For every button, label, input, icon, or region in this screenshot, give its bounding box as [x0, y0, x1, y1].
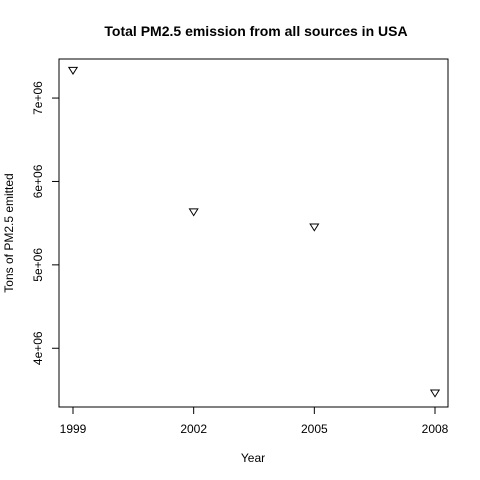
x-axis: 1999 2002 2005 2008: [60, 407, 449, 436]
data-point-2002: [188, 208, 199, 217]
x-tick-label: 2008: [422, 422, 449, 436]
data-point-2005: [309, 223, 320, 232]
plot-frame: [58, 58, 449, 408]
y-tick-label: 7e+06: [31, 81, 45, 115]
data-point-1999: [67, 66, 79, 76]
chart-title: Total PM2.5 emission from all sources in…: [104, 23, 407, 39]
y-tick-label: 6e+06: [31, 164, 45, 198]
data-point-2008: [429, 389, 441, 398]
y-tick-label: 5e+06: [31, 248, 45, 282]
y-axis: 4e+06 5e+06 6e+06 7e+06: [31, 81, 59, 365]
data-points: [67, 66, 441, 398]
y-axis-label: Tons of PM2.5 emitted: [2, 173, 16, 292]
x-tick-label: 2002: [180, 422, 207, 436]
x-tick-label: 1999: [60, 422, 87, 436]
x-axis-label: Year: [241, 451, 265, 465]
x-tick-label: 2005: [301, 422, 328, 436]
y-tick-label: 4e+06: [31, 331, 45, 365]
